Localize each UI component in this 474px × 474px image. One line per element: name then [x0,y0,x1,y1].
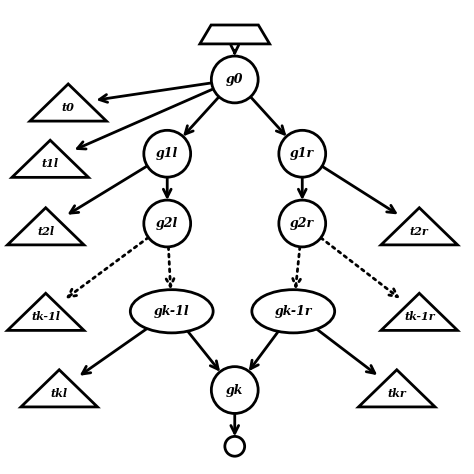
Text: gk: gk [226,383,244,397]
Text: g0: g0 [226,73,244,86]
Circle shape [211,56,258,103]
Circle shape [279,130,326,177]
Text: gk-1l: gk-1l [154,305,190,318]
Text: t2r: t2r [410,226,428,237]
Polygon shape [381,293,457,330]
Text: g2r: g2r [290,217,314,230]
Ellipse shape [252,290,335,333]
Text: tkl: tkl [51,388,68,399]
Text: g1r: g1r [290,147,314,160]
Text: gk-1r: gk-1r [274,305,312,318]
Text: g2l: g2l [156,217,178,230]
Text: t1l: t1l [42,158,59,169]
Polygon shape [30,84,107,121]
Text: tk-1l: tk-1l [31,311,60,322]
Circle shape [144,130,191,177]
Circle shape [144,200,191,247]
Polygon shape [8,293,84,330]
Polygon shape [12,140,89,177]
Text: g1l: g1l [156,147,178,160]
Text: t0: t0 [62,102,74,113]
Polygon shape [358,370,435,407]
Circle shape [225,437,245,456]
Polygon shape [200,25,270,44]
Polygon shape [381,208,457,245]
Text: tkr: tkr [387,388,406,399]
Polygon shape [21,370,98,407]
Text: tk-1r: tk-1r [404,311,435,322]
Circle shape [211,366,258,413]
Circle shape [279,200,326,247]
Polygon shape [8,208,84,245]
Ellipse shape [130,290,213,333]
Text: t2l: t2l [37,226,54,237]
